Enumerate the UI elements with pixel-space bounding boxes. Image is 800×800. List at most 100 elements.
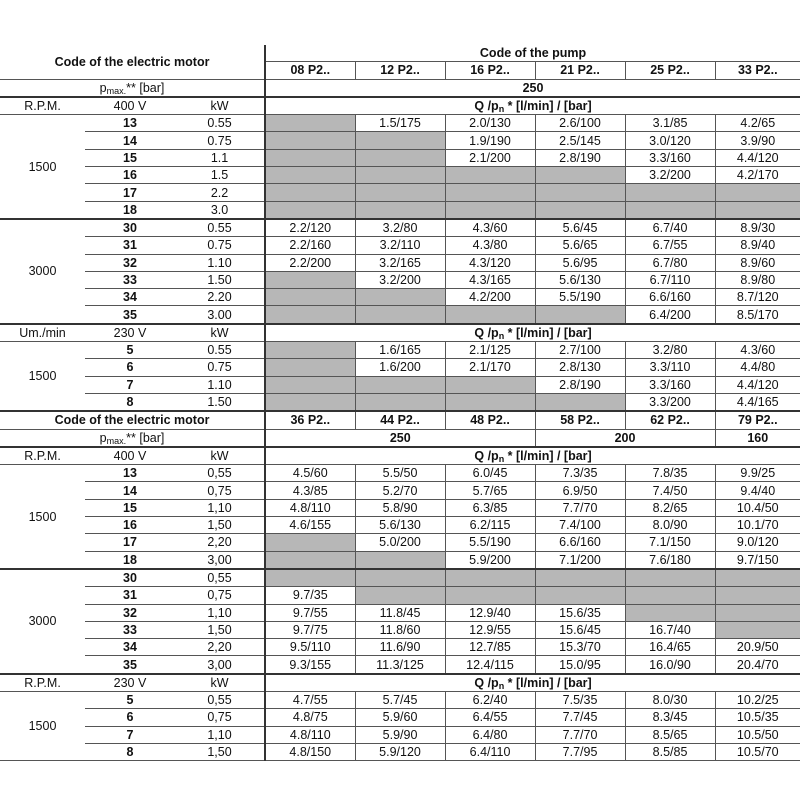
table-row: 6 0.75 1.6/200 2.1/170 2.8/130 3.3/110 4.4/80 bbox=[0, 358, 800, 377]
unavailable-cell bbox=[354, 586, 446, 605]
flow-pressure: 7.1/150 bbox=[624, 533, 716, 552]
motor-code: 30 bbox=[85, 567, 175, 588]
flow-pressure: 3.2/200 bbox=[624, 166, 716, 185]
pump-code: 79 P2.. bbox=[714, 410, 800, 430]
text-part: * [l/min] / [bar] bbox=[504, 99, 592, 114]
unavailable-cell bbox=[354, 149, 446, 168]
motor-code: 34 bbox=[85, 288, 175, 307]
unavailable-cell bbox=[534, 567, 626, 588]
table-row: 34 2.20 4.2/200 5.5/190 6.6/160 8.7/120 bbox=[0, 288, 800, 307]
flow-pressure: 12.4/115 bbox=[444, 655, 536, 675]
flow-pressure: 9.3/155 bbox=[264, 655, 356, 675]
flow-pressure: 5.9/60 bbox=[354, 708, 446, 727]
text-part: Q /p bbox=[474, 675, 499, 690]
unavailable-cell bbox=[534, 166, 626, 185]
table-row: 14 0,75 4.3/85 5.2/70 5.7/65 6.9/50 7.4/50 9.4/… bbox=[0, 481, 800, 500]
power-kw: 1,50 bbox=[175, 621, 266, 640]
table-row: 17 2,20 5.0/200 5.5/190 6.6/160 7.1/150 9.0/12… bbox=[0, 533, 800, 552]
unavailable-cell bbox=[444, 393, 536, 412]
pump-code: 16 P2.. bbox=[444, 61, 536, 80]
motor-code: 18 bbox=[85, 201, 175, 220]
unavailable-cell bbox=[264, 114, 356, 133]
motor-code: 35 bbox=[85, 305, 175, 325]
table-row: 7 1.10 2.8/190 3.3/160 4.4/120 bbox=[0, 376, 800, 394]
motor-code: 30 bbox=[85, 217, 175, 238]
unavailable-cell bbox=[354, 567, 446, 588]
flow-pressure: 3.3/160 bbox=[624, 149, 716, 168]
unavailable-cell bbox=[714, 604, 800, 622]
flow-pressure: 8.5/85 bbox=[624, 743, 716, 762]
pressure: 250 bbox=[264, 429, 536, 448]
unavailable-cell bbox=[264, 393, 356, 412]
flow-pressure: 12.9/40 bbox=[444, 604, 536, 622]
motor-code: 7 bbox=[85, 376, 175, 394]
flow-pressure: 10.2/25 bbox=[714, 691, 800, 710]
column-head: 400 V bbox=[85, 445, 175, 466]
unavailable-cell bbox=[354, 288, 446, 307]
flow-pressure: 15.3/70 bbox=[534, 638, 626, 657]
flow-pressure: 20.4/70 bbox=[714, 655, 800, 675]
power-kw: 0,75 bbox=[175, 708, 266, 727]
text-part: n bbox=[498, 104, 505, 115]
flow-pressure: 3.2/200 bbox=[354, 271, 446, 290]
column-head: kW bbox=[175, 322, 266, 343]
power-kw: 2,20 bbox=[175, 638, 266, 657]
flow-pressure: 6.4/55 bbox=[444, 708, 536, 727]
flow-pressure: 4.2/65 bbox=[714, 114, 800, 133]
flow-pressure: 3.0/120 bbox=[624, 131, 716, 150]
unavailable-cell bbox=[534, 305, 626, 325]
text-part: ** [bar] bbox=[126, 80, 165, 95]
table-row: 32 1,10 9.7/55 11.8/45 12.9/40 15.6/35 bbox=[0, 604, 800, 622]
flow-pressure: 10.1/70 bbox=[714, 516, 800, 535]
rpm: 1500 bbox=[0, 114, 85, 220]
motor-code: 8 bbox=[85, 743, 175, 762]
flow-pressure: 4.8/75 bbox=[264, 708, 356, 727]
table-row: 1500 5 0.55 1.6/165 2.1/125 2.7/100 3.2/80 4.3/… bbox=[0, 341, 800, 412]
table-body: Code of the electric motor Code of the pu… bbox=[0, 45, 800, 762]
pump-table: Code of the electric motor Code of the pu… bbox=[0, 45, 800, 762]
flow-pressure: 4.4/120 bbox=[714, 376, 800, 394]
unavailable-cell bbox=[264, 305, 356, 325]
power-kw: 0,75 bbox=[175, 481, 266, 500]
column-head: 230 V bbox=[85, 322, 175, 343]
unavailable-cell bbox=[714, 586, 800, 605]
power-kw: 1,10 bbox=[175, 499, 266, 518]
power-kw: 0.55 bbox=[175, 341, 266, 360]
flow-pressure: 5.5/50 bbox=[354, 464, 446, 483]
unavailable-cell bbox=[264, 271, 356, 290]
power-kw: 1.5 bbox=[175, 166, 266, 185]
table-row: 35 3,00 9.3/155 11.3/125 12.4/115 15.0/95 16.0… bbox=[0, 655, 800, 675]
table-row: 6 0,75 4.8/75 5.9/60 6.4/55 7.7/45 8.3/45 10.5/… bbox=[0, 708, 800, 727]
power-kw: 2.2 bbox=[175, 183, 266, 202]
table-row: 1500 13 0,55 4.5/60 5.5/50 6.0/45 7.3/35 7.8/35… bbox=[0, 464, 800, 570]
flow-pressure: 4.5/60 bbox=[264, 464, 356, 483]
motor-code: 15 bbox=[85, 149, 175, 168]
flow-pressure: 7.7/70 bbox=[534, 726, 626, 744]
flow-pressure: 16.4/65 bbox=[624, 638, 716, 657]
motor-code: 13 bbox=[85, 114, 175, 133]
motor-code: 14 bbox=[85, 481, 175, 500]
flow-pressure: 12.7/85 bbox=[444, 638, 536, 657]
flow-pressure: 6.7/80 bbox=[624, 254, 716, 272]
flow-pressure: 9.7/55 bbox=[264, 604, 356, 622]
flow-pressure: 8.5/65 bbox=[624, 726, 716, 744]
pmax-label: pmax.** [bar] bbox=[0, 429, 266, 448]
flow-pressure: 4.3/60 bbox=[714, 341, 800, 360]
unavailable-cell bbox=[714, 183, 800, 202]
table-row: 33 1,50 9.7/75 11.8/60 12.9/55 15.6/45 16.7/40 bbox=[0, 621, 800, 640]
table-row: 8 1,50 4.8/150 5.9/120 6.4/110 7.7/95 8.5/85 10… bbox=[0, 743, 800, 762]
table-row: 17 2.2 bbox=[0, 183, 800, 202]
flow-pressure: 4.3/60 bbox=[444, 217, 536, 238]
flow-pressure: 4.7/55 bbox=[264, 691, 356, 710]
table-row: 8 1.50 3.3/200 4.4/165 bbox=[0, 393, 800, 412]
flow-pressure: 6.6/160 bbox=[624, 288, 716, 307]
power-kw: 3.0 bbox=[175, 201, 266, 220]
flow-pressure: 6.2/40 bbox=[444, 691, 536, 710]
pump-code: 48 P2.. bbox=[444, 410, 536, 430]
flow-pressure: 7.3/35 bbox=[534, 464, 626, 483]
flow-pressure: 1.9/190 bbox=[444, 131, 536, 150]
flow-pressure: 9.7/75 bbox=[264, 621, 356, 640]
